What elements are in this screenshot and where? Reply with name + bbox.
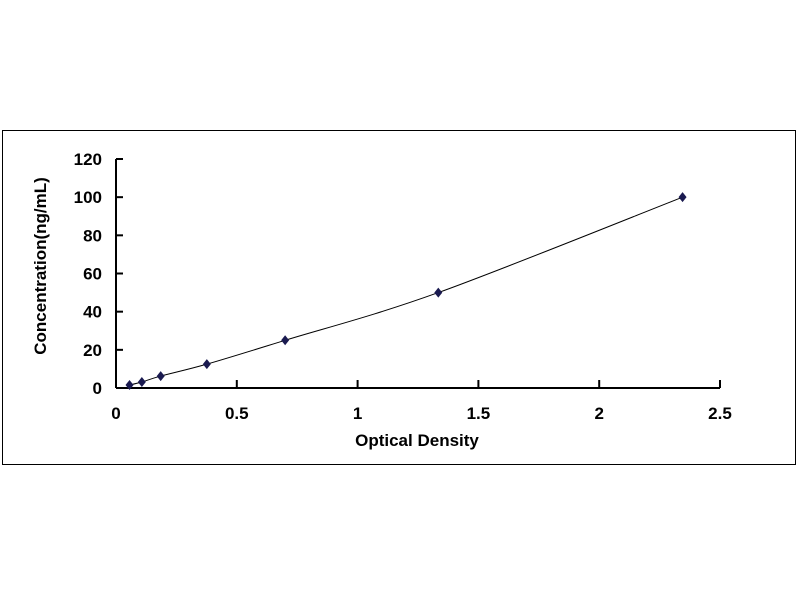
data-point-marker <box>678 192 687 203</box>
y-tick-label: 100 <box>74 188 102 207</box>
x-tick-label: 0.5 <box>225 404 249 423</box>
data-point-marker <box>125 380 134 391</box>
y-tick-label: 40 <box>83 303 102 322</box>
x-tick-label: 2.5 <box>708 404 732 423</box>
y-tick-label: 60 <box>83 265 102 284</box>
y-tick-label: 20 <box>83 341 102 360</box>
chart-frame <box>2 130 796 465</box>
x-tick-label: 1.5 <box>467 404 491 423</box>
x-tick-label: 2 <box>594 404 603 423</box>
x-tick-label: 0 <box>111 404 120 423</box>
x-tick-labels: 0 0.5 1 1.5 2 2.5 <box>111 404 732 423</box>
axes <box>115 158 721 389</box>
data-points <box>125 192 687 391</box>
y-tick-labels: 0 20 40 60 80 100 120 <box>74 150 102 398</box>
y-tick-label: 0 <box>93 379 102 398</box>
data-point-marker <box>156 371 165 382</box>
x-axis-label: Optical Density <box>355 431 479 450</box>
data-point-marker <box>434 287 443 298</box>
data-point-marker <box>202 359 211 370</box>
data-point-marker <box>137 377 146 388</box>
y-tick-label: 80 <box>83 226 102 245</box>
fit-curve <box>129 196 683 386</box>
y-tick-label: 120 <box>74 150 102 169</box>
y-axis-label: Concentration(ng/mL) <box>31 177 50 355</box>
data-point-marker <box>281 335 290 346</box>
x-tick-label: 1 <box>353 404 362 423</box>
